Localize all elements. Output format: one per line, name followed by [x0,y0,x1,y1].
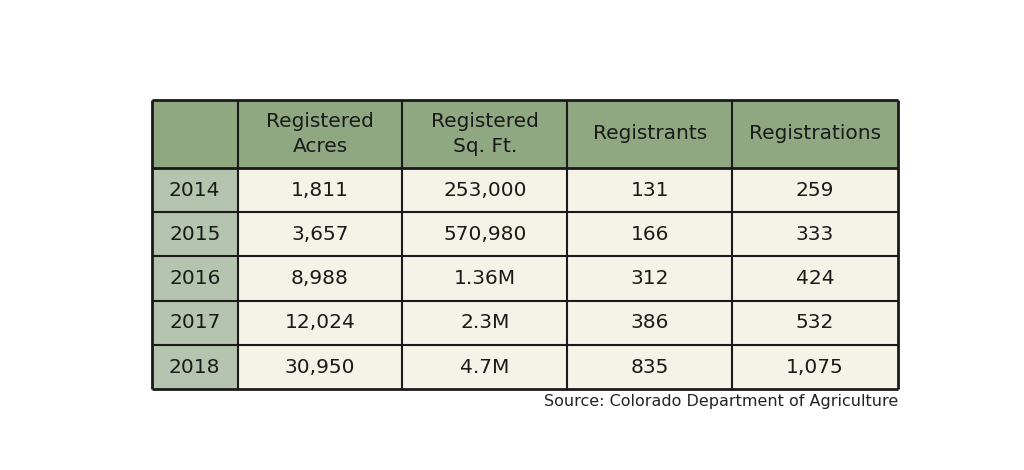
Text: Registered
Acres: Registered Acres [266,112,374,156]
Text: 131: 131 [631,180,669,199]
Text: 253,000: 253,000 [443,180,526,199]
Text: 835: 835 [631,358,669,376]
Text: 12,024: 12,024 [285,313,355,332]
Text: 424: 424 [796,269,835,288]
Text: 1,811: 1,811 [291,180,349,199]
Text: 2018: 2018 [169,358,220,376]
Text: 2014: 2014 [169,180,220,199]
Text: Registrants: Registrants [593,125,707,143]
Text: 2.3M: 2.3M [460,313,510,332]
Text: 386: 386 [631,313,669,332]
Text: 570,980: 570,980 [443,225,526,244]
Text: 532: 532 [796,313,835,332]
Text: Source: Colorado Department of Agriculture: Source: Colorado Department of Agricultu… [544,394,898,409]
Text: 2017: 2017 [169,313,220,332]
Text: 166: 166 [631,225,669,244]
Text: 8,988: 8,988 [291,269,349,288]
Text: 1,075: 1,075 [786,358,844,376]
Text: 333: 333 [796,225,835,244]
Text: Registered
Sq. Ft.: Registered Sq. Ft. [431,112,539,156]
Text: 4.7M: 4.7M [460,358,510,376]
Text: 30,950: 30,950 [285,358,355,376]
Text: 1.36M: 1.36M [454,269,516,288]
Text: 259: 259 [796,180,835,199]
Text: 2016: 2016 [169,269,220,288]
Text: 3,657: 3,657 [291,225,349,244]
Text: Registrations: Registrations [749,125,881,143]
Text: 312: 312 [631,269,669,288]
Text: 2015: 2015 [169,225,220,244]
